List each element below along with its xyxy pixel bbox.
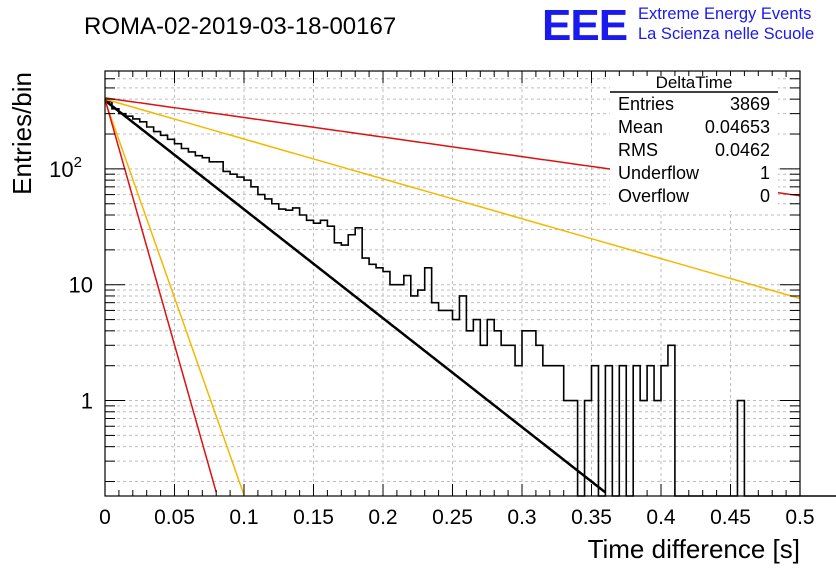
- curve-lower-fast-2: [104, 98, 217, 493]
- stats-box-background: [610, 76, 778, 211]
- y-tick-label: 10: [69, 273, 93, 298]
- logo-line2: La Scienza nelle Scuole: [638, 25, 814, 43]
- stats-label: Overflow: [618, 186, 690, 206]
- stats-value: 1: [760, 163, 770, 183]
- stats-value: 0.04653: [705, 117, 770, 137]
- stats-value: 0: [760, 186, 770, 206]
- x-tick-label: 0.5: [785, 506, 814, 529]
- grid-lines: [105, 70, 800, 496]
- stats-label: RMS: [618, 140, 658, 160]
- curve-fit: [104, 99, 607, 494]
- x-tick-label: 0.15: [293, 506, 334, 529]
- stats-title: DeltaTime: [656, 73, 733, 92]
- x-tick-label: 0.2: [368, 506, 397, 529]
- x-tick-label: 0.35: [571, 506, 612, 529]
- x-tick-label: 0.05: [154, 506, 195, 529]
- curve-lower-fast: [104, 100, 245, 496]
- y-tick-label: 1: [81, 389, 93, 414]
- x-tick-label: 0.45: [710, 506, 751, 529]
- logo-line1: Extreme Energy Events: [638, 5, 811, 23]
- logo-eee-text: EEE: [542, 1, 627, 50]
- stats-box: DeltaTime Entries 3869 Mean 0.04653 RMS 0.046…: [610, 73, 778, 211]
- histogram: [105, 100, 836, 497]
- x-tick-label: 0.4: [646, 506, 676, 529]
- eee-logo: EEE Extreme Energy Events La Scienza nel…: [542, 1, 814, 50]
- chart-title: ROMA-02-2019-03-18-00167: [84, 13, 396, 40]
- y-axis-label: Entries/bin: [7, 72, 37, 195]
- x-tick-labels: 0 0.05 0.1 0.15 0.2 0.25 0.3 0.35 0.4 0.45 0.5: [99, 506, 814, 529]
- x-tick-label: 0.3: [507, 506, 536, 529]
- stats-label: Entries: [618, 94, 674, 114]
- x-tick-label: 0: [99, 506, 111, 529]
- y-tick-labels: 1 10 102: [49, 154, 93, 414]
- x-tick-label: 0.25: [432, 506, 473, 529]
- stats-label: Mean: [618, 117, 663, 137]
- stats-value: 0.0462: [715, 140, 770, 160]
- y-tick-label: 102: [49, 154, 82, 182]
- stats-value: 3869: [730, 94, 770, 114]
- curve-upper-slow-2: [104, 98, 801, 300]
- stats-label: Underflow: [618, 163, 700, 183]
- x-tick-label: 0.1: [229, 506, 258, 529]
- stats-rows: Entries 3869 Mean 0.04653 RMS 0.0462 Underflow…: [618, 94, 770, 206]
- plot-frame: [104, 70, 801, 497]
- histogram-outline: [105, 100, 836, 497]
- x-axis-label: Time difference [s]: [588, 534, 800, 564]
